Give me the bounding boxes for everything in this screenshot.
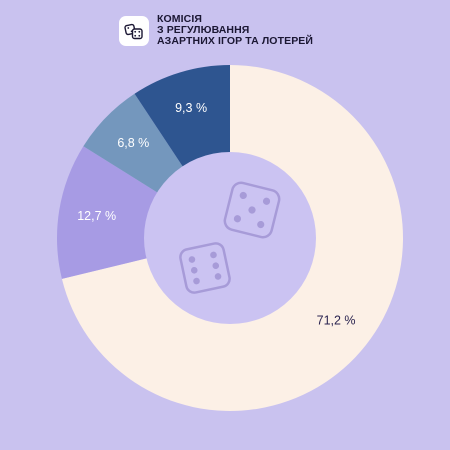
slice-label-1: 12,7 % [77,209,116,223]
slice-label-2: 6,8 % [117,136,149,150]
title-line-3: АЗАРТНИХ ІГОР ТА ЛОТЕРЕЙ [157,35,314,47]
title-line-1: КОМІСІЯ [157,13,202,25]
title-line-2: З РЕГУЛЮВАННЯ [157,24,250,36]
dice-icon [179,181,281,294]
donut-hole [144,152,316,324]
header: КОМІСІЯ З РЕГУЛЮВАННЯ АЗАРТНИХ ІГОР ТА Л… [119,14,313,47]
slice-labels: 71,2 % 12,7 % 6,8 % 9,3 % [77,101,355,328]
slice-label-0: 71,2 % [317,314,356,328]
commission-title: КОМІСІЯ З РЕГУЛЮВАННЯ АЗАРТНИХ ІГОР ТА Л… [157,14,313,47]
slice-label-3: 9,3 % [175,101,207,115]
dice-logo-icon [119,15,149,46]
